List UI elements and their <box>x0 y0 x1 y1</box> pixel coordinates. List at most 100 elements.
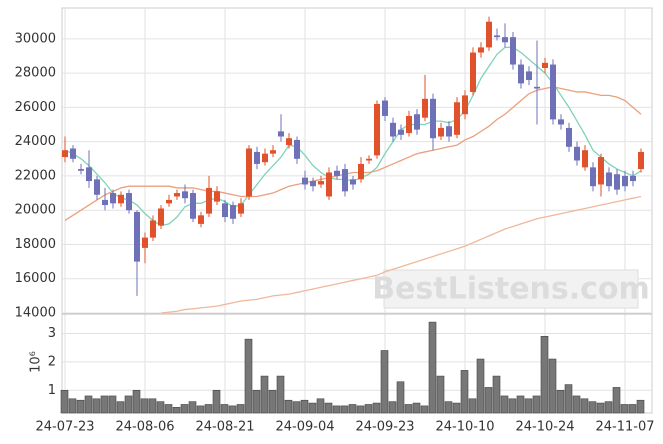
candle-body <box>230 205 236 219</box>
volume-bar <box>212 389 221 414</box>
volume-bar <box>116 401 125 414</box>
volume-bar <box>452 402 461 414</box>
candle-body <box>206 187 212 214</box>
volume-bar <box>628 404 637 414</box>
y-tick-label: 26000 <box>15 100 56 115</box>
y-tick-label: 14000 <box>15 306 56 321</box>
candle-body <box>510 37 516 65</box>
volume-bar <box>548 358 557 414</box>
volume-bar <box>332 405 341 414</box>
x-tick-label: 24-08-06 <box>115 420 174 435</box>
candles <box>62 16 644 296</box>
y-tick-label: 22000 <box>15 168 56 183</box>
x-tick-label: 24-10-10 <box>435 420 494 435</box>
candle-body <box>222 203 228 218</box>
volume-bar <box>220 404 229 414</box>
volume-bar <box>244 338 253 414</box>
x-tick-label: 24-07-23 <box>35 420 94 435</box>
candle-body <box>238 203 244 214</box>
candle-body <box>302 177 308 185</box>
candle-body <box>558 119 564 125</box>
candle-body <box>182 191 188 199</box>
candle-body <box>534 86 540 89</box>
candle-body <box>574 146 580 161</box>
volume-bar <box>572 395 581 414</box>
candle-body <box>518 64 524 84</box>
volume-bar <box>148 398 157 414</box>
candle-body <box>430 98 436 139</box>
candle-body <box>286 138 292 146</box>
volume-bar <box>532 395 541 414</box>
candle-body <box>542 62 548 68</box>
volume-bar <box>364 404 373 414</box>
volume-bar <box>580 398 589 414</box>
volume-bar <box>372 402 381 414</box>
candle-body <box>526 71 532 80</box>
volume-bar <box>340 405 349 414</box>
candle-body <box>174 193 180 197</box>
candle-body <box>294 139 300 159</box>
volume-bar <box>236 404 245 414</box>
candle-body <box>382 100 388 116</box>
volume-bar <box>396 381 405 414</box>
candle-body <box>254 151 260 164</box>
candle-body <box>78 169 84 171</box>
volume-bar <box>252 389 261 414</box>
x-tick-label: 24-09-04 <box>275 420 334 435</box>
volume-bar <box>420 405 429 414</box>
volume-bar <box>92 398 101 414</box>
candle-body <box>406 115 412 134</box>
candle-body <box>334 170 340 176</box>
volume-bar <box>540 336 549 414</box>
volume-bar <box>204 404 213 414</box>
volume-bar <box>284 399 293 414</box>
volume-bar <box>196 405 205 414</box>
volume-bar <box>388 401 397 414</box>
candle-body <box>438 127 444 137</box>
volume-bar <box>620 404 629 414</box>
volume-bar <box>84 395 93 414</box>
x-tick-label: 24-09-23 <box>355 420 414 435</box>
candle-body <box>318 181 324 185</box>
candle-body <box>622 175 628 187</box>
candle-body <box>582 150 588 168</box>
volume-bar <box>476 358 485 414</box>
volume-bar <box>124 395 133 414</box>
volume-bar <box>324 402 333 414</box>
candle-body <box>358 163 364 180</box>
candle-body <box>454 102 460 135</box>
candle-body <box>70 148 76 159</box>
y-tick-label: 20000 <box>15 203 56 218</box>
y-tick-label: 18000 <box>15 237 56 252</box>
volume-bar <box>500 395 509 414</box>
candle-body <box>446 126 452 137</box>
watermark-box <box>383 269 639 309</box>
candle-body <box>566 127 572 147</box>
candle-body <box>110 193 116 204</box>
volume-bar <box>68 398 77 414</box>
candle-body <box>462 95 468 115</box>
volume-bar <box>180 404 189 414</box>
volume-bar <box>436 375 445 414</box>
candle-body <box>310 181 316 187</box>
candle-body <box>422 98 428 118</box>
candle-body <box>150 220 156 238</box>
candle-body <box>326 172 332 197</box>
y-tick-label: 28000 <box>15 66 56 81</box>
candle-body <box>158 208 164 226</box>
candle-body <box>614 174 620 190</box>
candle-body <box>390 122 396 137</box>
volume-bar <box>76 399 85 414</box>
volume-bar <box>588 401 597 414</box>
candle-body <box>142 237 148 248</box>
y-tick-label: 16000 <box>15 271 56 286</box>
watermark: BestListens.com <box>372 269 650 309</box>
volume-bar <box>108 395 117 414</box>
volume-bar <box>484 387 493 414</box>
volume-bar <box>260 375 269 414</box>
volume-bar <box>100 395 109 414</box>
candle-body <box>62 150 68 158</box>
x-tick-label: 24-08-21 <box>195 420 254 435</box>
